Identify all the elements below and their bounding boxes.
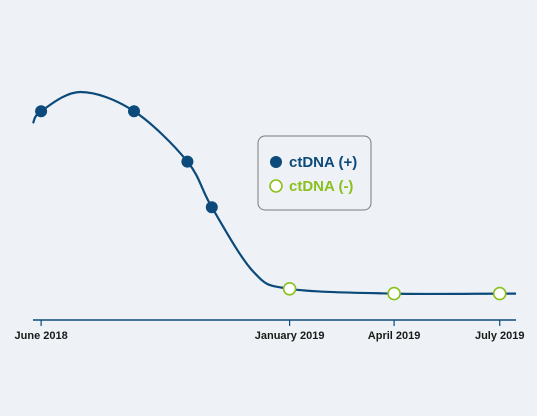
x-axis-ticks: June 2018 January 2019 April 2019 July 2019	[15, 320, 525, 342]
point-ctdna-positive	[128, 105, 140, 118]
x-tick-label: January 2019	[255, 330, 325, 342]
x-tick-label: April 2019	[368, 330, 421, 342]
legend-label-ctdna-negative: ctDNA (-)	[289, 178, 353, 195]
point-ctdna-negative	[492, 286, 507, 301]
x-tick-label: July 2019	[475, 330, 525, 342]
point-ctdna-positive	[205, 201, 218, 214]
point-ctdna-negative	[387, 286, 401, 301]
trend-line	[32, 90, 516, 296]
point-ctdna-negative	[282, 281, 297, 296]
legend-marker-ctdna-negative	[269, 179, 283, 193]
point-ctdna-positive	[35, 105, 48, 118]
legend: ctDNA (+) ctDNA (-)	[257, 135, 372, 211]
legend-label-ctdna-positive: ctDNA (+)	[289, 154, 357, 171]
data-points	[35, 105, 507, 301]
legend-marker-ctdna-positive	[270, 156, 282, 168]
legend-box	[257, 135, 372, 211]
x-tick-label: June 2018	[15, 330, 68, 342]
point-ctdna-positive	[181, 155, 194, 168]
